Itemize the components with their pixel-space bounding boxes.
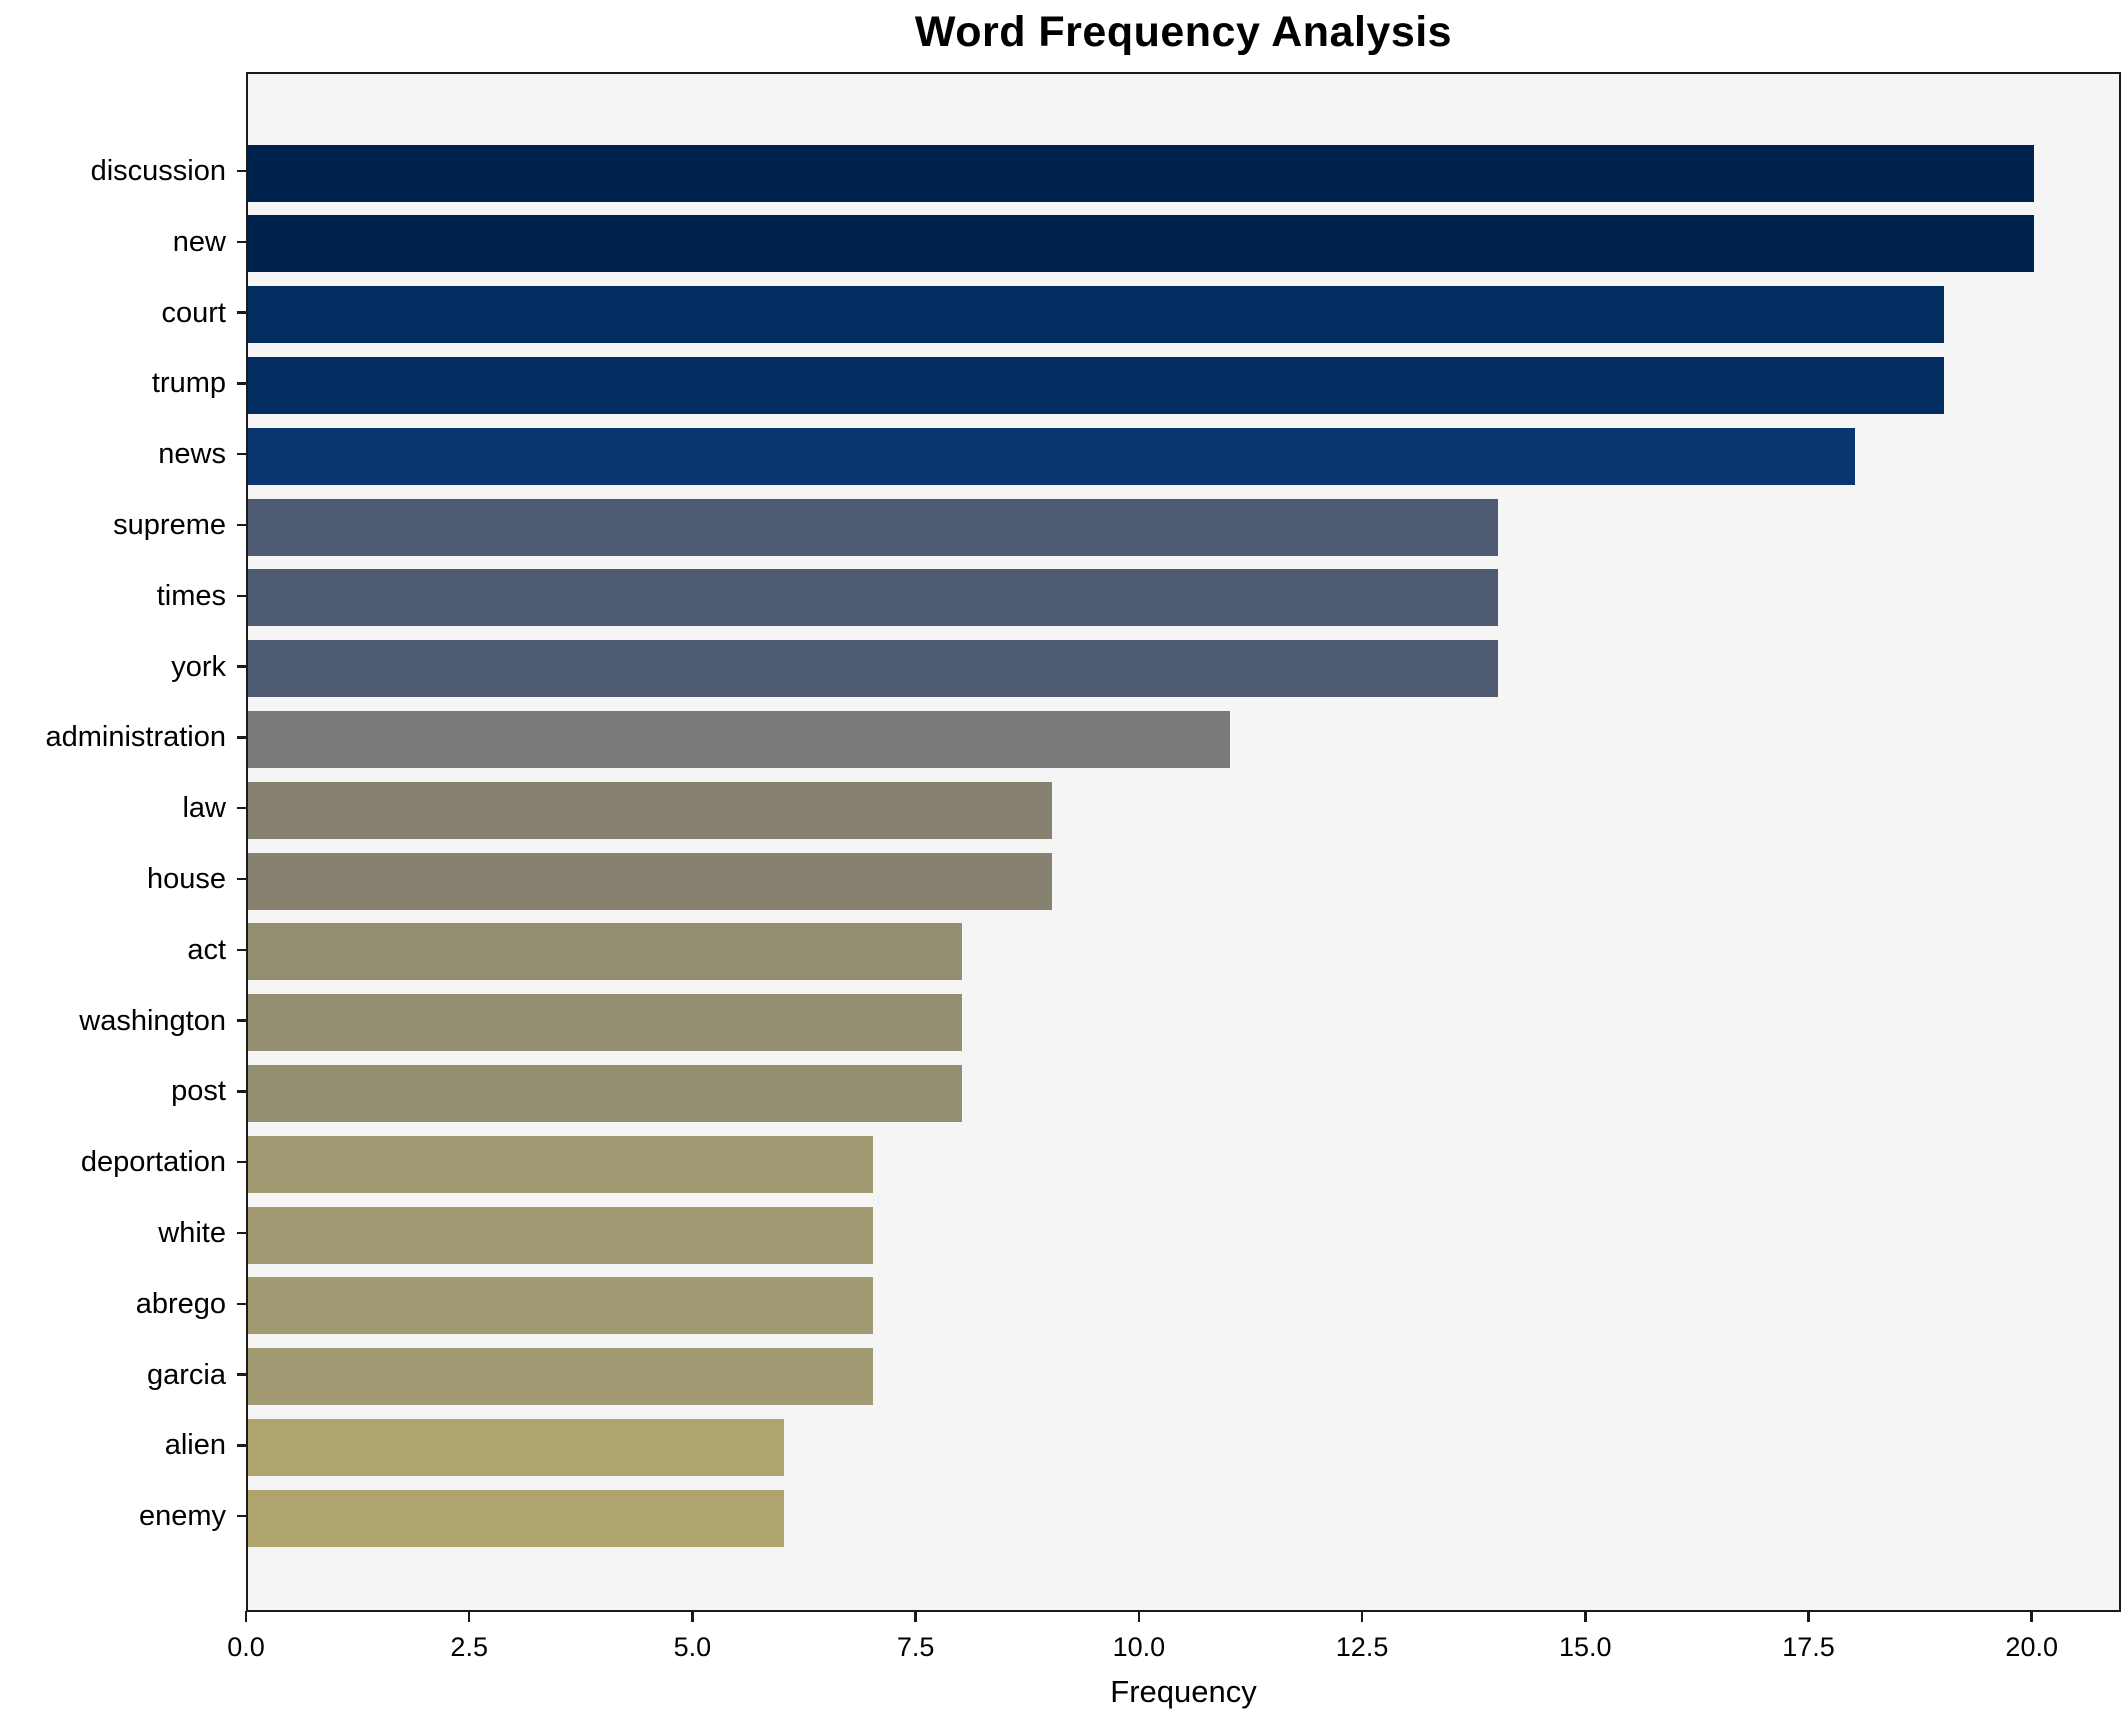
y-tick-mark [237, 1160, 246, 1164]
bar-washington [248, 994, 963, 1052]
y-tick-label-white: white [158, 1217, 226, 1249]
bar-trump [248, 356, 1945, 414]
y-axis-labels: discussion new court trump news supreme times y… [0, 72, 236, 1612]
bar-white [248, 1206, 873, 1264]
y-tick-label-administration: administration [45, 721, 226, 754]
y-tick-label-garcia: garcia [147, 1358, 226, 1391]
y-tick-label-deportation: deportation [80, 1146, 226, 1179]
x-tick-label-20.0: 20.0 [2005, 1632, 2058, 1662]
y-tick-mark [237, 169, 246, 173]
y-tick-mark [237, 877, 246, 881]
y-tick-mark [237, 1231, 246, 1235]
y-tick-mark [237, 1019, 246, 1022]
y-tick-label-york: york [171, 650, 226, 683]
x-tick-label-12.5: 12.5 [1335, 1632, 1389, 1662]
x-tick-label-0.0: 0.0 [227, 1632, 265, 1662]
x-tick-label-5.0: 5.0 [673, 1632, 712, 1662]
y-tick-mark [237, 452, 246, 456]
y-tick-mark [237, 1302, 246, 1306]
x-tick-mark [244, 1611, 248, 1622]
x-tick-mark [1360, 1611, 1364, 1622]
x-tick-mark [914, 1611, 917, 1622]
y-tick-label-supreme: supreme [113, 509, 226, 541]
x-tick-mark [2030, 1611, 2033, 1622]
y-tick-mark [237, 736, 246, 739]
y-tick-label-act: act [187, 933, 226, 966]
y-tick-mark [237, 594, 246, 598]
bar-enemy [248, 1489, 784, 1547]
y-tick-label-abrego: abrego [135, 1287, 226, 1320]
bar-alien [248, 1418, 784, 1476]
bar-new [248, 215, 2034, 273]
bar-abrego [248, 1277, 873, 1335]
x-tick-label-17.5: 17.5 [1782, 1632, 1835, 1662]
y-tick-label-enemy: enemy [138, 1500, 226, 1533]
y-tick-mark [237, 806, 246, 810]
bar-times [248, 569, 1498, 627]
y-tick-mark [237, 382, 246, 385]
y-tick-label-trump: trump [151, 367, 226, 400]
bar-house [248, 852, 1052, 910]
x-tick-mark [1807, 1611, 1810, 1622]
x-tick-mark [691, 1611, 694, 1622]
bar-garcia [248, 1348, 873, 1406]
x-tick-label-15.0: 15.0 [1559, 1632, 1612, 1662]
x-tick-label-2.5: 2.5 [450, 1632, 488, 1662]
x-tick-mark [467, 1611, 471, 1622]
bar-news [248, 427, 1856, 485]
plot-area [246, 72, 2121, 1612]
x-axis-label: Frequency [1110, 1674, 1257, 1709]
y-tick-mark [237, 311, 246, 314]
bar-act [248, 923, 963, 981]
chart-title: Word Frequency Analysis [914, 8, 1453, 56]
bar-supreme [248, 498, 1498, 556]
bar-deportation [248, 1135, 873, 1193]
y-tick-mark [237, 948, 246, 952]
x-tick-mark [1584, 1611, 1587, 1622]
y-tick-mark [237, 523, 246, 527]
y-tick-label-alien: alien [164, 1429, 226, 1462]
x-tick-label-10.0: 10.0 [1112, 1632, 1166, 1662]
y-tick-label-times: times [156, 579, 226, 612]
bar-discussion [248, 144, 2034, 202]
y-tick-label-discussion: discussion [90, 155, 226, 187]
y-tick-label-washington: washington [79, 1004, 226, 1037]
y-tick-mark [237, 1514, 246, 1518]
y-tick-label-house: house [146, 863, 226, 895]
y-tick-mark [237, 665, 246, 668]
y-tick-label-court: court [161, 296, 226, 329]
y-tick-mark [237, 1444, 246, 1447]
bar-law [248, 781, 1052, 839]
y-tick-mark [237, 240, 246, 244]
y-tick-label-news: news [158, 438, 226, 471]
bar-york [248, 640, 1498, 698]
x-tick-label-7.5: 7.5 [896, 1632, 935, 1662]
bar-court [248, 286, 1945, 344]
y-tick-mark [237, 1373, 246, 1376]
x-tick-mark [1137, 1611, 1141, 1622]
y-tick-label-law: law [182, 792, 226, 825]
y-tick-mark [237, 1090, 246, 1093]
y-tick-label-new: new [172, 225, 226, 258]
bar-post [248, 1064, 963, 1122]
bar-administration [248, 710, 1231, 768]
y-tick-label-post: post [171, 1075, 226, 1108]
